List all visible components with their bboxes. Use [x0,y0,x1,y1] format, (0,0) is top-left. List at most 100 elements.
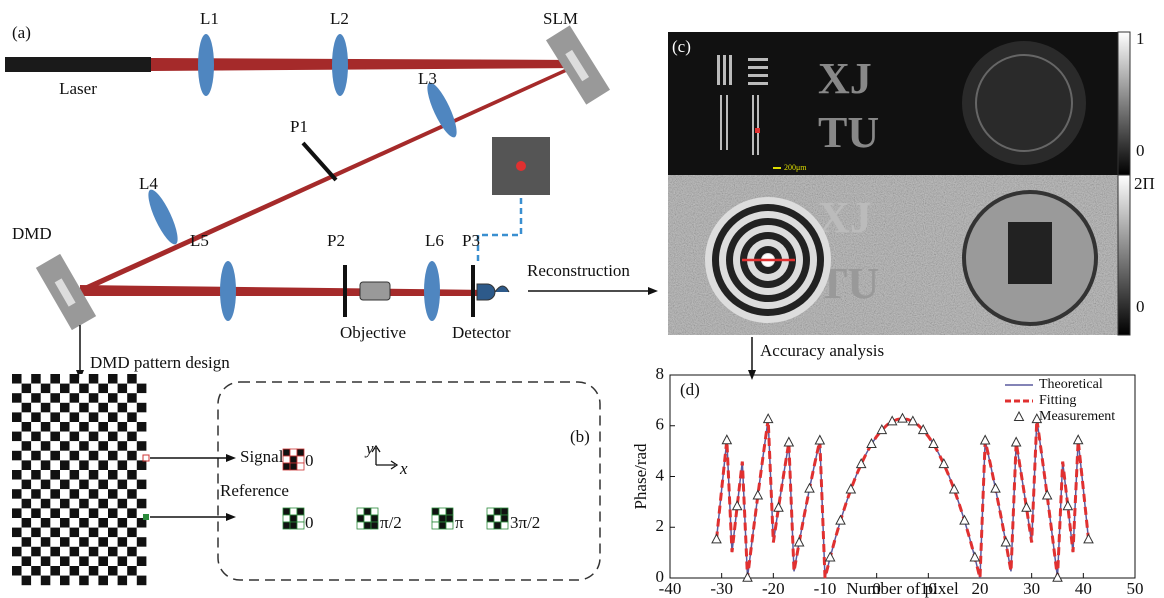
checker-cell [137,460,147,470]
arrowhead [226,454,236,462]
icon-cell [297,449,304,456]
checker-cell [98,460,108,470]
checker-cell [41,576,51,586]
icon-cell [487,522,494,529]
checker-cell [108,451,118,461]
y-tick-label: 2 [656,516,665,535]
checker-cell [50,508,60,518]
measurement-marker [1012,437,1021,446]
checker-cell [89,393,99,403]
icon-cell [283,508,290,515]
dmd-label: DMD [12,224,52,243]
checker-cell [12,374,22,384]
checker-cell [12,566,22,576]
checker-cell [98,412,108,422]
lens-label: L6 [425,231,444,250]
checker-cell [98,422,108,432]
arrow [478,198,521,262]
checker-cell [89,451,99,461]
checker-cell [118,576,128,586]
checker-cell [118,470,128,480]
checker-cell [22,451,32,461]
x-tick-label: 30 [1023,579,1040,598]
checker-cell [70,576,80,586]
checker-cell [70,547,80,557]
checker-cell [137,451,147,461]
checker-cell [137,393,147,403]
checker-cell [70,422,80,432]
icon-cell [364,522,371,529]
checker-cell [50,432,60,442]
checker-cell [60,374,70,384]
checker-cell [41,422,51,432]
dmd-checkerboard [12,374,146,585]
icon-cell [494,522,501,529]
measurement-marker [1084,534,1093,543]
checker-cell [31,576,41,586]
checker-cell [12,393,22,403]
checker-cell [98,556,108,566]
checker-cell [127,528,137,538]
laser [5,57,151,72]
checker-cell [127,489,137,499]
checker-cell [137,576,147,586]
checker-cell [79,441,89,451]
checker-cell [12,576,22,586]
checker-cell [108,528,118,538]
checker-cell [118,460,128,470]
checker-cell [12,537,22,547]
panel-label: (c) [672,37,691,56]
checker-cell [50,441,60,451]
checker-cell [118,518,128,528]
checker-cell [79,566,89,576]
checker-cell [137,480,147,490]
checker-cell [50,489,60,499]
checker-cell [98,470,108,480]
checker-cell [22,403,32,413]
checker-cell [31,412,41,422]
icon-cell [290,456,297,463]
checker-cell [79,403,89,413]
checker-cell [60,432,70,442]
checker-cell [41,537,51,547]
lens [424,261,440,321]
checker-cell [98,528,108,538]
checker-cell [60,537,70,547]
checker-cell [127,547,137,557]
image-text: XJ [818,193,872,242]
icon-cell [357,522,364,529]
checker-cell [98,499,108,509]
checker-cell [89,460,99,470]
checker-cell [79,422,89,432]
icon-cell [432,515,439,522]
checker-cell [89,412,99,422]
checker-cell [41,528,51,538]
lens [220,261,236,321]
checker-cell [70,556,80,566]
rect [748,58,768,61]
rect [757,95,759,155]
checker-cell [127,393,137,403]
checker-cell [50,566,60,576]
measurement-marker [991,484,1000,493]
checker-cell [41,460,51,470]
checker-cell [98,403,108,413]
checker-cell [98,489,108,499]
checker-cell [89,566,99,576]
checker-cell [31,393,41,403]
checker-cell [98,384,108,394]
checker-cell [60,412,70,422]
checker-cell [31,537,41,547]
icon-cell [283,463,290,470]
arrow-label: DMD pattern design [90,353,230,372]
checker-cell [127,566,137,576]
checker-cell [108,432,118,442]
icon-cell [283,522,290,529]
checker-cell [79,499,89,509]
signal-label: Signal [240,447,284,466]
checker-cell [31,432,41,442]
checker-cell [89,518,99,528]
measurement-marker [815,435,824,444]
measurement-marker [970,552,979,561]
checker-cell [70,528,80,538]
